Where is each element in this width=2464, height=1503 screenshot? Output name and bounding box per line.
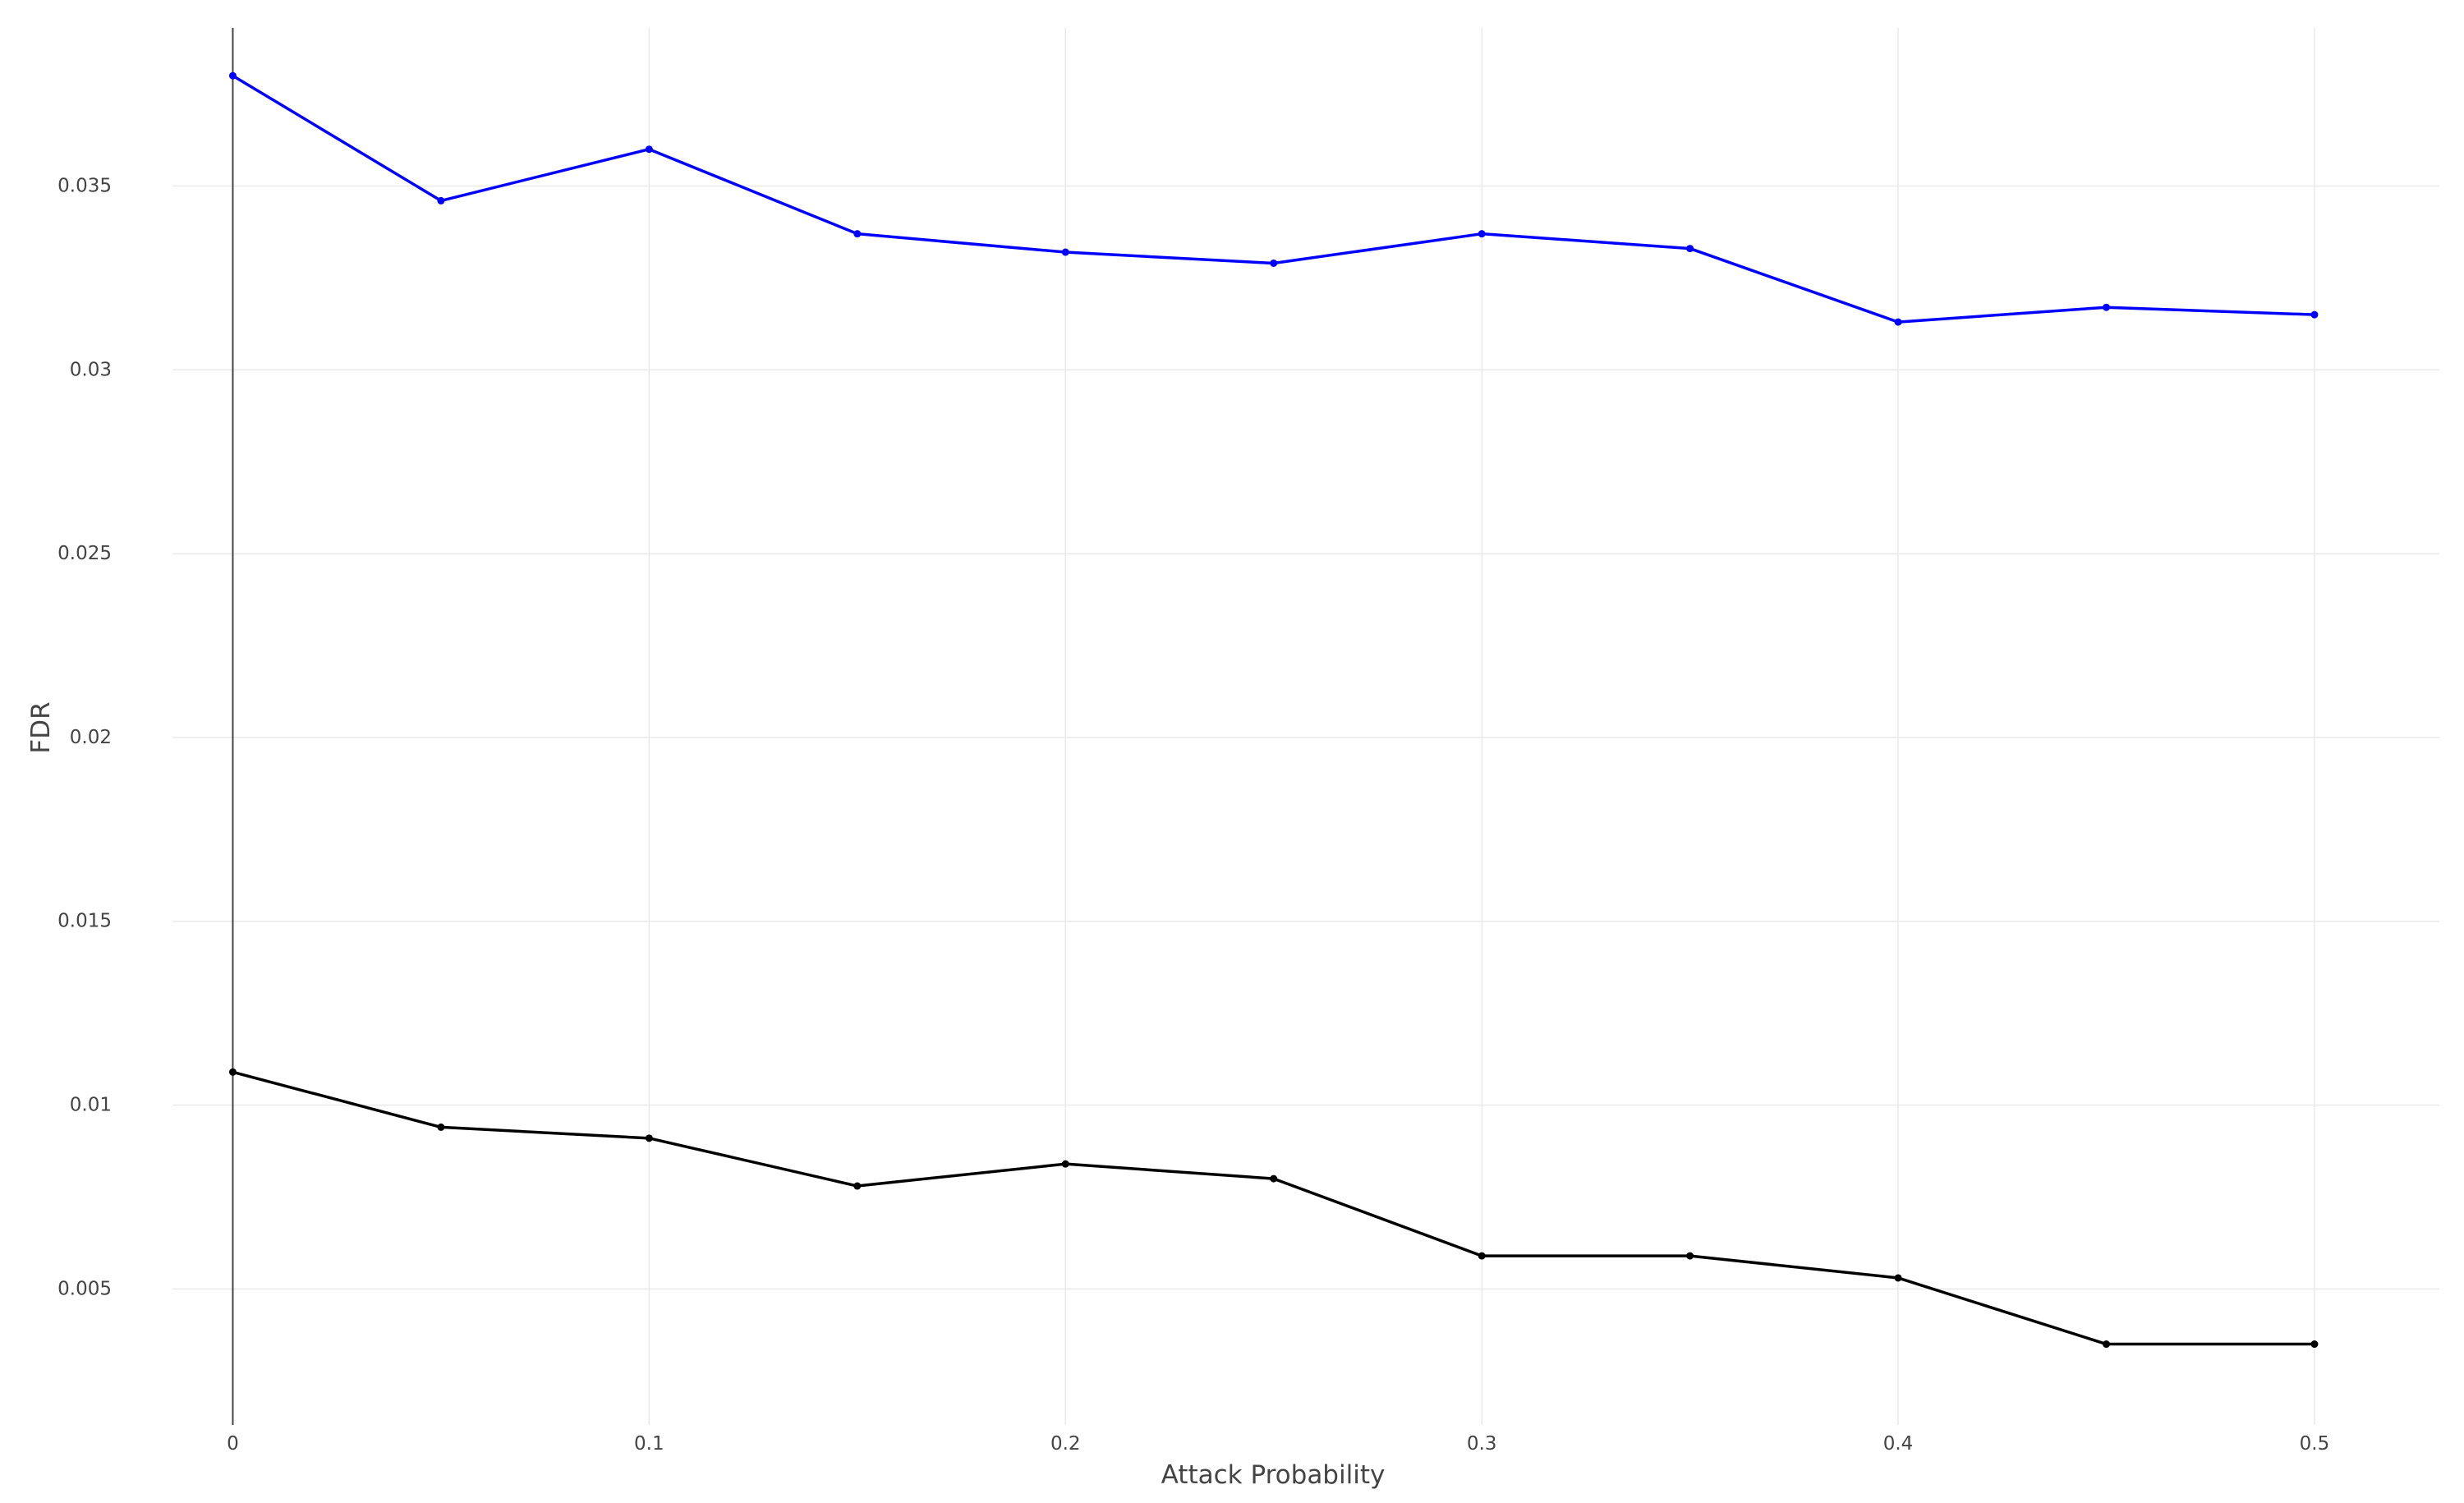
data-point [1270,1174,1278,1183]
y-axis-ticks: 0.005 0.01 0.015 0.02 0.025 0.03 0.035 [57,175,112,1299]
y-tick-label: 0.02 [70,727,112,748]
y-tick-label: 0.01 [70,1095,112,1116]
series-line-2 [232,1070,2315,1346]
y-axis-title: FDR [26,701,56,753]
x-tick-label: 0.4 [1883,1433,1914,1455]
x-tick-label: 0.3 [1467,1433,1497,1455]
series-line-1 [232,74,2315,324]
data-point [228,71,237,80]
data-point [1478,1252,1486,1260]
data-point [645,145,653,154]
data-point [437,1123,445,1131]
data-point [2102,1340,2110,1349]
data-point [1478,230,1486,238]
x-tick-label: 0.5 [2300,1433,2330,1455]
data-point [2102,303,2110,311]
data-point [1270,259,1278,267]
data-point [1894,1274,1902,1282]
x-tick-label: 0 [227,1433,239,1455]
x-axis-ticks: 0 0.1 0.2 0.3 0.4 0.5 [227,1433,2329,1455]
data-point [853,230,862,238]
series-layer [228,71,2319,1349]
x-tick-label: 0.1 [634,1433,664,1455]
y-tick-label: 0.03 [70,359,112,380]
data-point [2310,310,2319,319]
data-point [1894,318,1902,326]
data-point [1686,1252,1694,1260]
data-point [437,196,445,205]
data-point [1061,248,1069,256]
y-tick-label: 0.025 [57,543,112,564]
data-point [1686,245,1694,253]
data-point [853,1182,862,1190]
data-point [1061,1160,1069,1168]
y-tick-label: 0.005 [57,1278,112,1299]
x-axis-title: Attack Probability [1161,1460,1386,1490]
data-point [2310,1340,2319,1349]
y-tick-label: 0.035 [57,175,112,196]
x-tick-label: 0.2 [1050,1433,1081,1455]
gridlines [172,28,2439,1425]
y-tick-label: 0.015 [57,911,112,932]
data-point [645,1134,653,1142]
data-point [228,1068,237,1076]
